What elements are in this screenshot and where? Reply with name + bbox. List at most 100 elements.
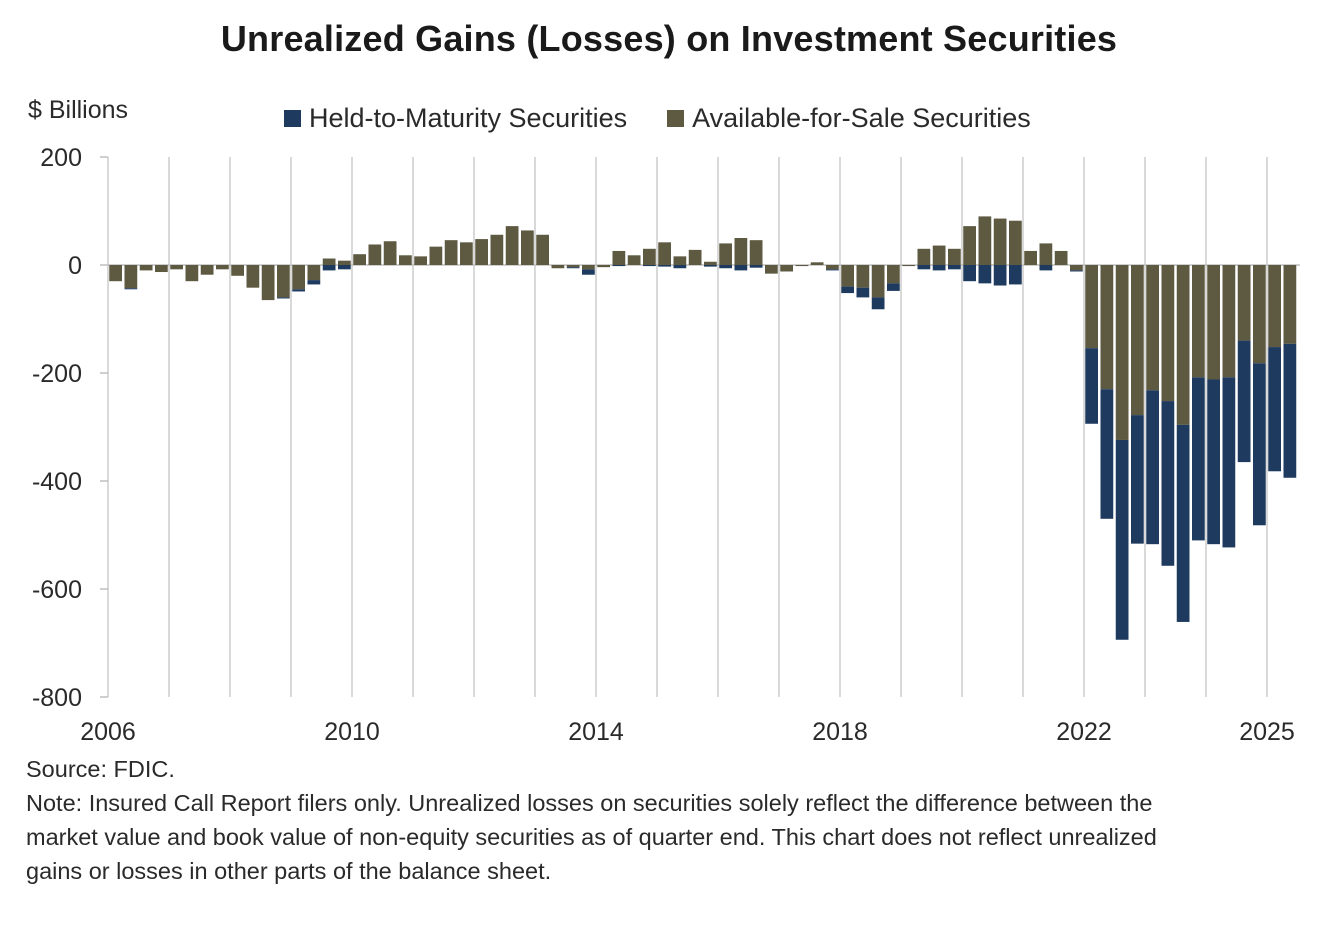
bar-htm [673, 265, 687, 269]
bar-afs [993, 218, 1007, 265]
bar-afs [383, 241, 397, 265]
bar-htm [1009, 265, 1022, 285]
bar-htm [1268, 347, 1281, 472]
bar-afs [597, 265, 610, 268]
bar-afs [1268, 265, 1281, 348]
y-tick-label: -800 [32, 684, 82, 712]
bar-afs [856, 265, 870, 288]
bar-afs [1131, 265, 1144, 416]
bar-afs [1283, 265, 1297, 344]
y-tick-label: 0 [68, 252, 82, 280]
note-line-1: Note: Insured Call Report filers only. U… [26, 790, 1153, 816]
bar-htm [322, 265, 336, 271]
bar-afs [307, 265, 321, 281]
bar-afs [658, 242, 671, 265]
bar-afs [444, 240, 458, 265]
bar-afs [277, 265, 290, 298]
bar-htm [124, 288, 138, 290]
bar-afs [1253, 265, 1266, 364]
legend: Held-to-Maturity Securities Available-fo… [284, 103, 1031, 134]
bar-htm [826, 269, 839, 271]
bar-afs [1085, 265, 1098, 349]
bar-afs [475, 239, 488, 265]
bar-htm [948, 265, 961, 270]
legend-label-htm: Held-to-Maturity Securities [309, 103, 628, 133]
bar-htm [704, 265, 717, 267]
bar-afs [627, 255, 641, 265]
bar-htm [277, 297, 290, 299]
bar-htm [856, 287, 870, 298]
bar-afs [1192, 265, 1205, 378]
bar-htm [993, 265, 1007, 286]
legend-swatch-afs [667, 110, 685, 127]
bar-htm [1131, 415, 1144, 544]
bar-afs [1100, 265, 1114, 390]
x-tick-label: 2018 [812, 718, 868, 746]
bar-afs [1070, 265, 1083, 271]
bar-afs [963, 226, 976, 265]
bar-htm [307, 280, 321, 285]
bar-htm [917, 265, 931, 270]
bar-afs [704, 261, 717, 265]
bar-htm [1253, 363, 1266, 526]
legend-label-afs: Available-for-Sale Securities [692, 103, 1031, 133]
legend-item-afs: Available-for-Sale Securities [667, 103, 1031, 134]
bar-afs [932, 245, 946, 265]
y-axis-unit-label: $ Billions [28, 96, 129, 124]
bar-afs [368, 244, 382, 265]
bar-afs [1222, 265, 1236, 378]
bar-htm [1283, 343, 1297, 478]
bar-afs [1009, 220, 1022, 265]
bar-afs [429, 246, 443, 265]
bar-htm [887, 283, 900, 291]
bar-afs [810, 262, 824, 265]
bar-afs [1024, 250, 1037, 265]
bar-htm [643, 265, 656, 267]
legend-swatch-htm [284, 110, 301, 127]
bar-afs [780, 265, 793, 272]
bar-htm [1146, 390, 1159, 545]
bar-afs [536, 234, 549, 265]
chart-title: Unrealized Gains (Losses) on Investment … [220, 18, 1118, 59]
bar-afs [353, 254, 366, 265]
bar-htm [1115, 439, 1129, 640]
bar-afs [917, 248, 931, 265]
y-tick-label: -400 [32, 468, 82, 496]
bar-afs [1039, 243, 1053, 265]
bar-afs [871, 265, 885, 298]
bar-afs [1237, 265, 1251, 341]
bar-afs [414, 256, 427, 265]
bar-afs [170, 265, 183, 270]
bar-htm [658, 265, 671, 267]
bar-afs [200, 265, 214, 275]
bar-afs [292, 265, 305, 290]
chart-plot: 200 0 -200 -400 -600 -800 2006 2010 2014 2018 2022… [32, 144, 1300, 746]
bar-afs [246, 265, 260, 288]
bar-afs [551, 265, 565, 269]
bar-afs [1115, 265, 1129, 440]
bar-htm [1161, 401, 1175, 566]
bar-htm [1070, 270, 1083, 272]
bar-htm [582, 269, 595, 275]
bar-afs [978, 216, 992, 265]
bar-htm [749, 265, 763, 268]
bar-afs [216, 265, 229, 270]
source-note: Source: FDIC. [26, 756, 175, 782]
bar-afs [673, 256, 687, 265]
bar-afs [902, 265, 915, 267]
bar-htm [978, 265, 992, 284]
bar-afs [231, 265, 244, 276]
bar-afs [185, 265, 199, 282]
bar-afs [749, 240, 763, 265]
note-line-3: gains or losses in other parts of the ba… [26, 858, 552, 884]
bar-afs [505, 226, 519, 265]
y-tick-label: -600 [32, 576, 82, 604]
bar-htm [719, 265, 732, 269]
bar-afs [1207, 265, 1220, 380]
bar-htm [1100, 389, 1114, 519]
bar-afs [688, 249, 702, 265]
bar-htm [566, 267, 580, 269]
bar-afs [948, 248, 961, 265]
bar-afs [1176, 265, 1190, 425]
bar-htm [1176, 424, 1190, 622]
